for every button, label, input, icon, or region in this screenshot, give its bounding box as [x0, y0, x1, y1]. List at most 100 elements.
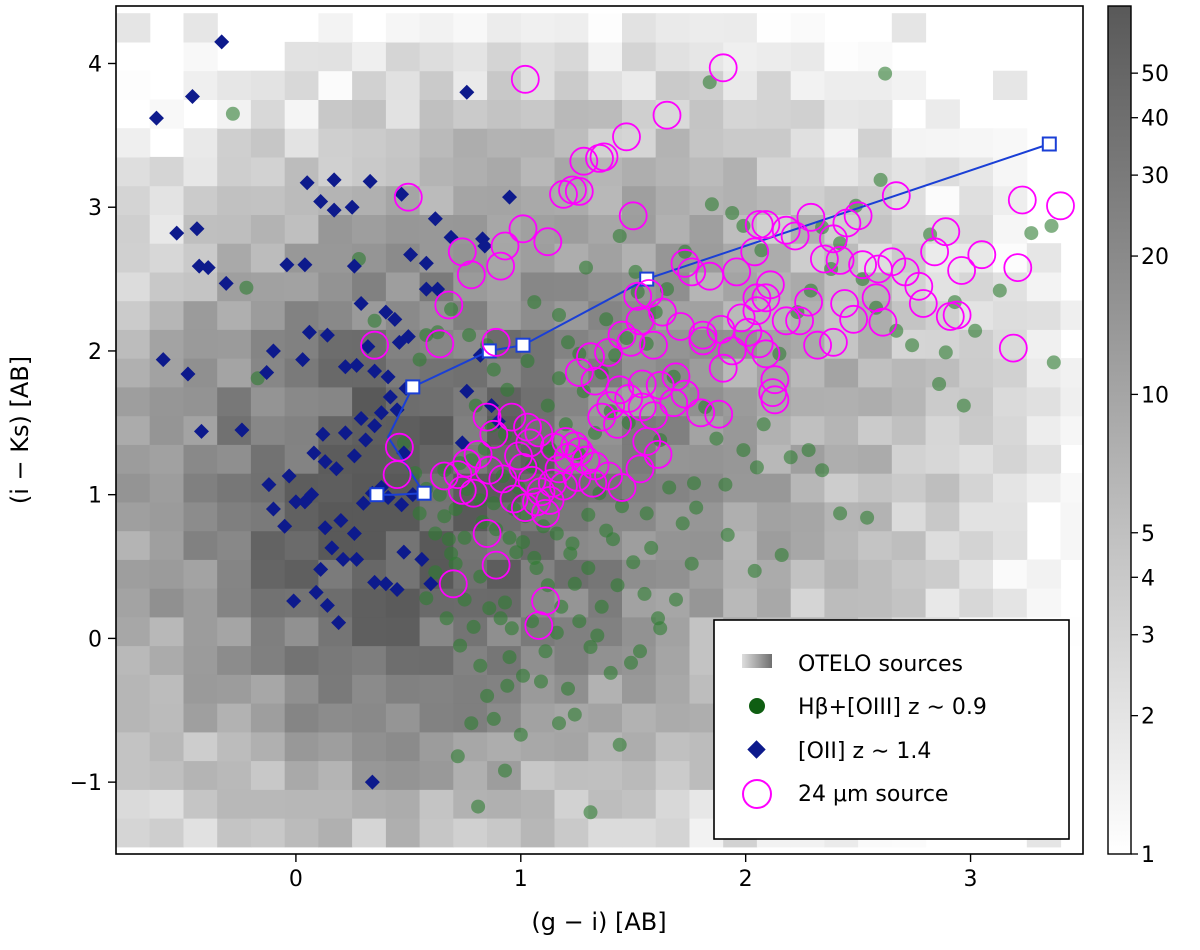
24um-ring — [612, 122, 641, 152]
histogram-bin — [520, 13, 556, 43]
histogram-bin — [116, 415, 151, 445]
hb-oiii-point — [873, 172, 888, 187]
histogram-bin — [250, 645, 286, 675]
oii-point — [315, 426, 331, 442]
hb-oiii-point — [1046, 355, 1061, 370]
histogram-bin — [183, 760, 218, 790]
hb-oiii-point — [525, 614, 539, 629]
histogram-bin — [352, 818, 387, 848]
24um-ring — [587, 402, 617, 432]
histogram-bin — [217, 128, 252, 158]
histogram-bin — [723, 588, 758, 618]
histogram-bin — [217, 674, 252, 704]
24um-ring — [481, 550, 511, 580]
hb-oiii-point — [905, 338, 920, 353]
hb-oiii-point — [698, 400, 713, 414]
histogram-bin — [925, 501, 960, 532]
histogram-bin — [824, 128, 859, 158]
histogram-bin — [588, 185, 623, 215]
histogram-bin — [790, 70, 825, 100]
hb-oiii-point — [516, 535, 530, 550]
histogram-bin — [250, 214, 286, 244]
hb-oiii-point — [225, 106, 240, 121]
24um-ring — [652, 100, 682, 130]
histogram-bin — [925, 128, 960, 158]
histogram-bin — [993, 329, 1028, 359]
x-axis-label: (g − i) [AB] — [531, 908, 666, 936]
histogram-bin — [655, 818, 690, 848]
histogram-bin — [655, 760, 690, 790]
histogram-bin — [655, 13, 690, 43]
hb-oiii-point — [549, 526, 564, 541]
histogram-bin — [689, 214, 724, 244]
histogram-bin — [453, 300, 488, 330]
histogram-bin — [419, 731, 454, 762]
histogram-bin — [385, 616, 421, 647]
histogram-bin — [116, 156, 151, 187]
histogram-bin — [858, 444, 893, 474]
legend-marker-oii — [747, 740, 766, 759]
hb-oiii-point — [540, 398, 555, 413]
histogram-bin — [352, 185, 387, 215]
histogram-bin — [183, 616, 218, 647]
histogram-bin — [385, 99, 421, 129]
histogram-bin — [824, 271, 859, 302]
histogram-bin — [453, 13, 488, 43]
histogram-bin — [1060, 530, 1083, 560]
oii-point — [335, 551, 351, 567]
hb-oiii-point — [599, 312, 614, 327]
oii-point — [324, 540, 340, 556]
hb-oiii-point — [549, 625, 564, 640]
24um-ring — [634, 279, 664, 308]
histogram-bin — [891, 13, 927, 43]
histogram-bin — [858, 358, 893, 388]
oii-point — [191, 258, 207, 274]
histogram-bin — [116, 13, 151, 43]
histogram-bin — [925, 588, 960, 618]
24um-ring — [605, 375, 635, 405]
histogram-bin — [824, 386, 859, 417]
hb-oiii-point — [552, 716, 566, 731]
histogram-bin — [217, 473, 252, 503]
oii-point — [378, 576, 394, 592]
histogram-bin — [453, 818, 488, 848]
24um-ring — [794, 287, 823, 317]
24um-ring — [967, 240, 997, 270]
histogram-bin — [588, 13, 623, 43]
hb-oiii-point — [482, 601, 497, 616]
24um-ring — [868, 307, 898, 337]
histogram-bin — [318, 818, 353, 848]
hb-oiii-point — [583, 640, 598, 654]
histogram-bin — [891, 588, 927, 618]
histogram-bin — [116, 818, 151, 848]
hb-oiii-point — [612, 737, 627, 752]
histogram-bin — [250, 559, 286, 589]
histogram-bin — [352, 674, 387, 704]
histogram-bin — [116, 300, 151, 330]
histogram-bin — [183, 156, 218, 187]
histogram-bin — [689, 358, 724, 388]
hb-oiii-point — [480, 688, 495, 703]
histogram-bin — [419, 789, 454, 819]
24um-ring — [780, 221, 810, 251]
24um-ring — [803, 330, 832, 360]
histogram-bin — [655, 703, 690, 733]
24um-ring — [452, 448, 482, 478]
histogram-bin — [318, 703, 353, 733]
histogram-bin — [385, 760, 421, 790]
24um-ring — [908, 289, 938, 318]
histogram-bin — [1026, 444, 1062, 474]
hb-oiii-point — [408, 466, 423, 481]
histogram-bin — [183, 185, 218, 215]
histogram-bin — [250, 616, 286, 647]
histogram-bin — [554, 731, 589, 762]
hb-oiii-point — [594, 599, 609, 614]
oii-point — [297, 257, 313, 273]
histogram-bin — [217, 214, 252, 244]
hb-oiii-point — [615, 499, 629, 514]
histogram-bin — [1026, 473, 1062, 503]
histogram-bin — [217, 616, 252, 647]
histogram-bin — [250, 444, 286, 474]
24um-ring — [688, 326, 718, 356]
histogram-bin — [554, 185, 589, 215]
